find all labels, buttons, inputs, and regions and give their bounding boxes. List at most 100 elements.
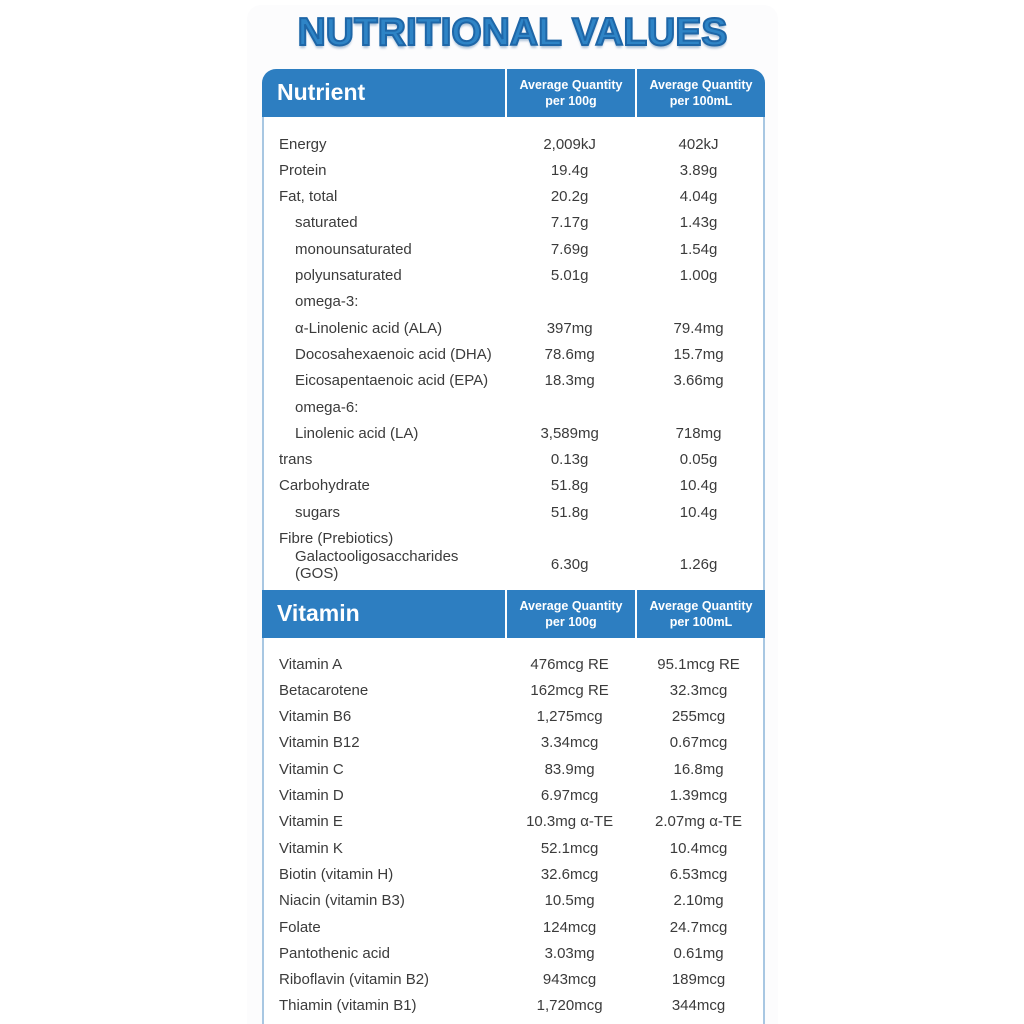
table-row: Vitamin B6 1,275mcg 255mcg — [264, 704, 763, 730]
table-row: sugars 51.8g 10.4g — [264, 499, 763, 525]
table-row: Vitamin D 6.97mcg 1.39mcg — [264, 782, 763, 808]
value-per-100g: 162mcg RE — [530, 681, 609, 699]
table-row: Folate 124mcg 24.7mcg — [264, 914, 763, 940]
table-row: saturated 7.17g 1.43g — [264, 210, 763, 236]
column-header-per-100ml: Average Quantity per 100mL — [635, 68, 765, 117]
row-label: Vitamin D — [279, 787, 344, 805]
value-per-100ml: 3.66mg — [673, 372, 724, 390]
row-label: Vitamin B6 — [279, 708, 352, 726]
value-per-100ml: 0.61mg — [673, 944, 724, 962]
row-label: Energy — [279, 135, 327, 153]
table-row: trans 0.13g 0.05g — [264, 446, 763, 472]
row-label: Docosahexaenoic acid (DHA) — [295, 345, 492, 363]
value-per-100ml: 6.53mcg — [669, 865, 728, 883]
table-row: Energy 2,009kJ 402kJ — [264, 131, 763, 157]
column-header-per-100g: Average Quantity per 100g — [505, 68, 635, 117]
value-per-100ml: 1.39mcg — [669, 787, 728, 805]
value-per-100g: 3.03mg — [544, 944, 595, 962]
value-per-100ml: 32.3mcg — [669, 681, 728, 699]
table-row: Carbohydrate 51.8g 10.4g — [264, 473, 763, 499]
column-header-line2: per 100mL — [669, 614, 733, 629]
row-label: Vitamin E — [279, 813, 343, 831]
table-row: monounsaturated 7.69g 1.54g — [264, 236, 763, 262]
row-label: Betacarotene — [279, 681, 369, 699]
row-label: Thiamin (vitamin B1) — [279, 997, 417, 1015]
table-row: Vitamin C 83.9mg 16.8mg — [264, 756, 763, 782]
value-per-100ml: 0.05g — [679, 451, 718, 469]
value-per-100g: 1,720mcg — [536, 997, 603, 1015]
row-label: polyunsaturated — [295, 267, 402, 285]
row-label: Vitamin K — [279, 839, 343, 857]
value-per-100ml: 10.4mcg — [669, 839, 728, 857]
row-label: sugars — [295, 503, 341, 521]
page-title: NUTRITIONAL VALUES — [297, 10, 729, 55]
row-label: Vitamin B12 — [279, 734, 360, 752]
row-label: Fibre (Prebiotics) — [279, 529, 394, 547]
value-per-100ml: 79.4mg — [673, 319, 724, 337]
value-per-100ml: 255mcg — [671, 708, 726, 726]
table-row: Vitamin A 476mcg RE 95.1mcg RE — [264, 651, 763, 677]
column-header-line2: per 100g — [545, 93, 597, 108]
value-per-100ml: 1.43g — [679, 214, 718, 232]
value-per-100g: 6.97mcg — [540, 787, 599, 805]
table-row: omega-6: — [264, 394, 763, 420]
row-label: α-Linolenic acid (ALA) — [295, 319, 443, 337]
value-per-100ml: 402kJ — [678, 135, 719, 153]
value-per-100ml: 24.7mcg — [669, 918, 728, 936]
row-label: trans — [279, 451, 313, 469]
table-row: Linolenic acid (LA) 3,589mg 718mg — [264, 420, 763, 446]
value-per-100g: 3,589mg — [540, 424, 599, 442]
table-row: Galactooligosaccharides (GOS) 6.30g 1.26g — [264, 548, 763, 582]
value-per-100ml: 10.4g — [679, 503, 718, 521]
value-per-100ml: 2.10mg — [673, 892, 724, 910]
row-label: Fat, total — [279, 188, 338, 206]
value-per-100ml: 3.89g — [679, 161, 718, 179]
nutrition-panel: NUTRITIONAL VALUES Nutrient Average Quan… — [247, 5, 778, 1024]
value-per-100g: 2,009kJ — [543, 135, 596, 153]
table-row: Fat, total 20.2g 4.04g — [264, 183, 763, 209]
value-per-100g: 6.30g — [550, 556, 589, 574]
table-row: Niacin (vitamin B3) 10.5mg 2.10mg — [264, 888, 763, 914]
column-header-per-100g: Average Quantity per 100g — [505, 589, 635, 638]
value-per-100g: 83.9mg — [544, 760, 595, 778]
table-row: omega-3: — [264, 289, 763, 315]
value-per-100ml: 1.00g — [679, 267, 718, 285]
row-label: omega-6: — [295, 398, 359, 416]
value-per-100ml: 4.04g — [679, 188, 718, 206]
column-header-line1: Average Quantity — [649, 598, 753, 613]
table-row: Eicosapentaenoic acid (EPA) 18.3mg 3.66mg — [264, 368, 763, 394]
row-label: Protein — [279, 161, 327, 179]
value-per-100ml: 189mcg — [671, 971, 726, 989]
table-row: Fibre (Prebiotics) — [264, 525, 763, 551]
row-label: Galactooligosaccharides (GOS) — [295, 547, 459, 582]
row-label: Eicosapentaenoic acid (EPA) — [295, 372, 489, 390]
value-per-100g: 124mcg — [542, 918, 597, 936]
value-per-100g: 18.3mg — [544, 372, 595, 390]
value-per-100g: 20.2g — [550, 188, 589, 206]
column-header-per-100ml: Average Quantity per 100mL — [635, 589, 765, 638]
value-per-100ml: 1.54g — [679, 240, 718, 258]
nutrient-section-header: Nutrient Average Quantity per 100g Avera… — [262, 68, 765, 117]
row-label: Vitamin A — [279, 655, 343, 673]
table-row: α-Linolenic acid (ALA) 397mg 79.4mg — [264, 315, 763, 341]
nutrient-section-title: Nutrient — [277, 79, 366, 106]
nutrition-table: Nutrient Average Quantity per 100g Avera… — [262, 68, 765, 1024]
row-label: Pantothenic acid — [279, 944, 390, 962]
value-per-100g: 78.6mg — [544, 345, 595, 363]
value-per-100ml: 344mcg — [671, 997, 726, 1015]
row-label: Vitamin C — [279, 760, 344, 778]
value-per-100ml: 15.7mg — [673, 345, 724, 363]
value-per-100ml: 16.8mg — [673, 760, 724, 778]
row-label: Biotin (vitamin H) — [279, 865, 394, 883]
value-per-100g: 943mcg — [542, 971, 597, 989]
value-per-100g: 0.13g — [550, 451, 589, 469]
value-per-100ml: 10.4g — [679, 477, 718, 495]
table-row: Riboflavin (vitamin B2) 943mcg 189mcg — [264, 967, 763, 993]
row-label: Folate — [279, 918, 321, 936]
column-header-line1: Average Quantity — [649, 77, 753, 92]
row-label: saturated — [295, 214, 358, 232]
table-row: Vitamin B12 3.34mcg 0.67mcg — [264, 730, 763, 756]
nutrient-rows: Energy 2,009kJ 402kJ Protein 19.4g 3.89g Fat, … — [262, 116, 765, 590]
column-header-line1: Average Quantity — [519, 77, 623, 92]
column-header-line1: Average Quantity — [519, 598, 623, 613]
